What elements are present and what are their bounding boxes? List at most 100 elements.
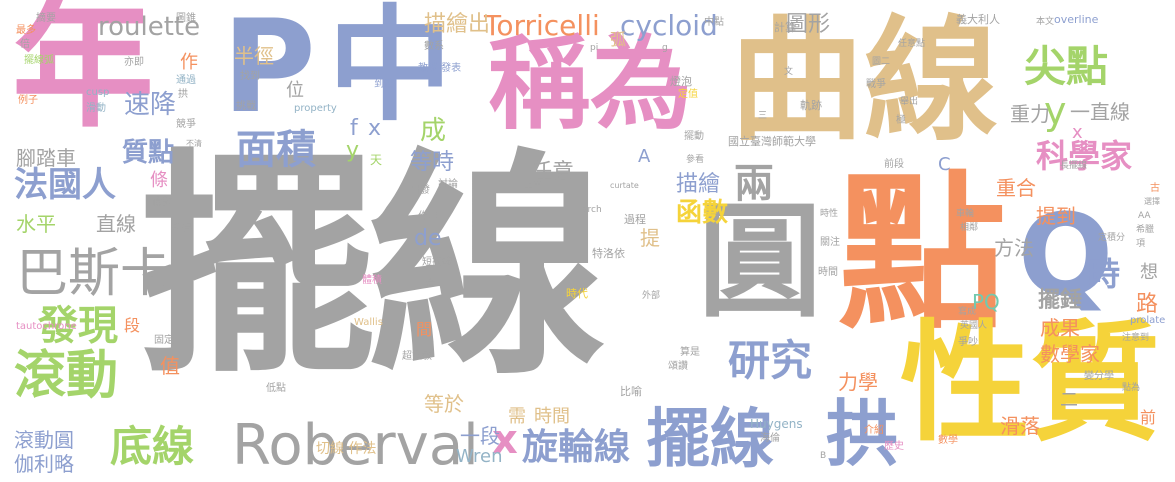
word-tautochrone: tautochrone <box>16 321 77 332</box>
word-taolun: 討論 <box>438 179 458 190</box>
word-hu: 弧 <box>610 30 627 49</box>
word-curtate: curtate <box>610 181 639 190</box>
word-zhaiyao: 摘要 <box>36 13 56 24</box>
word-qian: 前 <box>1140 408 1157 427</box>
word-zhaodao: 找到 <box>240 71 260 82</box>
word-zhidian: 質點 <box>122 138 175 168</box>
word-dianwei: 點為 <box>1122 383 1141 393</box>
word-shishi: 時性 <box>820 209 839 219</box>
word-arch: arch <box>582 205 602 215</box>
word-g: g <box>662 43 668 53</box>
word-shuxue: 數學 <box>938 435 958 446</box>
word-canjiao: 參看 <box>686 155 705 165</box>
word-bei: 倍 <box>20 39 30 50</box>
word-tidao: 提到 <box>1036 204 1076 228</box>
word-yiji: 亦即 <box>124 57 144 68</box>
word-lu: 路 <box>1136 292 1159 317</box>
word-guding: 固定 <box>154 335 174 346</box>
word-tiaozhan: 挑戰 <box>236 101 256 112</box>
word-renyi: 任意 <box>530 160 575 185</box>
word-x-a: x <box>1072 122 1083 143</box>
word-x-s: x <box>368 116 382 141</box>
word-dichu: 低點 <box>266 383 286 394</box>
word-yiduan: 一段 <box>460 424 500 448</box>
word-miaohuichu: 描繪出 <box>424 12 491 37</box>
word-xiang2: 項 <box>1136 239 1146 249</box>
word-jiaotache: 腳踏車 <box>16 146 76 170</box>
word-shuiping: 水平 <box>16 212 56 236</box>
word-tuer: 圖二 <box>872 57 891 67</box>
word-yingguoren: 英國人 <box>960 321 988 331</box>
word-overline: overline <box>1054 13 1099 26</box>
word-xingzhi: 性質 <box>900 307 1161 459</box>
word-er: 二 <box>1060 390 1078 411</box>
word-banjing: 半徑 <box>234 44 274 68</box>
word-shijian2: 時間 <box>818 267 838 278</box>
word-susjiang: 速降 <box>124 90 177 120</box>
word-yanjiu: 研究 <box>728 336 813 385</box>
word-dingjifen: 定積分 <box>1098 233 1126 243</box>
word-chonghe: 重合 <box>996 176 1036 200</box>
word-duan: 段 <box>124 316 141 335</box>
word-dingzhi: 定值 <box>678 89 698 100</box>
word-zuoyong: 作用 <box>418 211 438 222</box>
word-C: C <box>938 154 951 175</box>
word-huaduo: 滑落 <box>1000 414 1040 438</box>
word-huygens: Huygens <box>750 417 803 431</box>
word-tuxing: 圖形 <box>786 12 831 37</box>
word-jingzheng: 競爭 <box>176 119 196 130</box>
word-chufa: 出發 <box>410 185 430 196</box>
word-cusp: cusp <box>86 87 110 98</box>
word-tuoyuan: 圖錐 <box>176 13 196 24</box>
word-shangdi: 上帝 <box>524 181 543 191</box>
word-benwen: 本文 <box>1036 17 1055 27</box>
word-roulette: roulette <box>98 12 201 42</box>
word-suode: 所得 <box>172 223 192 234</box>
word-zhongdian: 中點 <box>704 17 724 28</box>
word-xuanlunxian: 旋輪線 <box>522 427 631 468</box>
word-dengshi: 等時 <box>410 150 455 175</box>
word-prolate: prolate <box>1130 315 1166 326</box>
word-lizi: 例子 <box>18 95 38 106</box>
word-jian: 間 <box>416 320 433 339</box>
word-shi: 時 <box>1088 255 1121 293</box>
word-zhanzheng: 戰爭 <box>866 79 886 90</box>
word-property: property <box>294 103 337 114</box>
word-baichui: 擺錘 <box>1038 288 1083 313</box>
word-tiao: 條 <box>150 170 168 191</box>
word-A: A <box>638 146 651 167</box>
word-gu: 古 <box>1150 183 1160 194</box>
word-wallis: Wallis <box>354 317 383 328</box>
word-zhixian: 直線 <box>96 212 136 236</box>
word-san: 三 <box>758 111 768 121</box>
word-roberval: Roberval <box>232 413 479 478</box>
word-baidong: 擺動 <box>684 131 704 142</box>
word-tongguo: 通過 <box>176 75 196 86</box>
word-nian: 年 <box>12 0 154 147</box>
word-hailun: 海倫 <box>760 433 780 444</box>
word-miaohui: 描繪 <box>676 172 721 197</box>
word-qianduan: 前段 <box>884 159 904 170</box>
word-bujiao: 不清 <box>186 139 202 148</box>
word-xiexcheng: 寫成 <box>958 307 977 317</box>
word-y-a: y <box>1044 89 1067 133</box>
word-tehluoyi: 特洛依 <box>592 247 625 260</box>
word-yidalieren: 義大利人 <box>956 13 1000 26</box>
word-gong2: 拱 <box>178 89 188 100</box>
word-bianfenxue: 變分學 <box>1084 371 1114 382</box>
word-gundongyuan: 滾動圓 <box>14 428 74 452</box>
word-duanbaixian: 短擺線 <box>422 257 452 268</box>
word-ti: 提 <box>640 226 660 250</box>
word-liang: 兩 <box>734 161 774 207</box>
word-xu: 需 <box>508 406 526 427</box>
word-jieshao: 介紹 <box>864 425 884 436</box>
word-wen: 文 <box>784 67 794 77</box>
word-shidai: 時代 <box>566 287 588 300</box>
word-B: B <box>820 451 827 461</box>
word-shuxi: 數系 <box>424 41 444 52</box>
word-guiji: 軌跡 <box>800 99 822 112</box>
word-fangfa: 方法 <box>994 236 1034 260</box>
word-torricelli: Torricelli <box>484 9 600 42</box>
word-chengguo: 成果 <box>1040 316 1080 340</box>
